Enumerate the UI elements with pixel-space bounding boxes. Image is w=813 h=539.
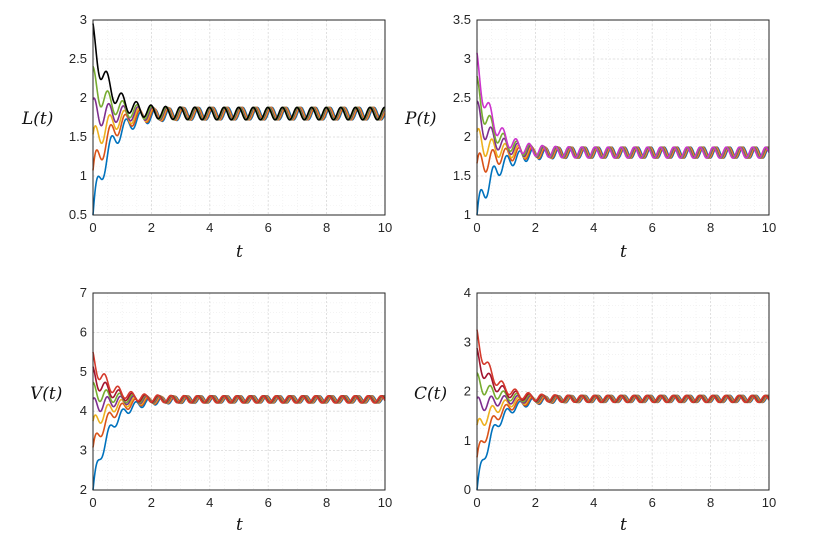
- series-line: [476, 329, 770, 404]
- x-tick-label: 4: [206, 495, 213, 510]
- y-tick-label: 3: [80, 12, 87, 27]
- panel-l: L(t) t 0 2 4 6 8 10 0.5 1 1.5 2 2.5 3: [21, 12, 392, 262]
- y-tick-label: 1.5: [453, 168, 471, 183]
- x-tick-label: 8: [707, 495, 714, 510]
- x-tick-label: 8: [323, 495, 330, 510]
- series-line: [92, 395, 386, 491]
- y-tick-label: 4: [464, 285, 471, 300]
- y-tick-label: 6: [80, 324, 87, 339]
- y-tick-label: 0: [464, 482, 471, 497]
- y-tick-label: 0.5: [69, 207, 87, 222]
- series-line: [92, 395, 386, 448]
- x-tick-label: 0: [89, 495, 96, 510]
- ylabel-c: C(t): [414, 384, 447, 404]
- y-tick-label: 2: [80, 482, 87, 497]
- x-tick-label: 6: [265, 495, 272, 510]
- y-tick-label: 5: [80, 364, 87, 379]
- xlabel-p: t: [620, 242, 627, 262]
- series-line: [92, 23, 386, 121]
- x-tick-label: 2: [148, 220, 155, 235]
- y-tick-label: 1.5: [69, 129, 87, 144]
- x-tick-label: 6: [649, 495, 656, 510]
- y-tick-label: 1: [464, 433, 471, 448]
- y-tick-label: 1: [80, 168, 87, 183]
- series-line: [476, 394, 770, 491]
- y-tick-label: 7: [80, 285, 87, 300]
- y-tick-label: 2.5: [69, 51, 87, 66]
- x-tick-label: 8: [707, 220, 714, 235]
- ylabel-p: P(t): [404, 109, 437, 129]
- y-tick-label: 3: [464, 51, 471, 66]
- x-tick-label: 6: [265, 220, 272, 235]
- y-tick-label: 2.5: [453, 90, 471, 105]
- y-tick-label: 3: [80, 443, 87, 458]
- x-tick-label: 8: [323, 220, 330, 235]
- series-line: [92, 351, 386, 404]
- x-tick-label: 4: [206, 220, 213, 235]
- series-line: [476, 146, 770, 216]
- x-tick-label: 0: [473, 495, 480, 510]
- x-tick-label: 4: [590, 220, 597, 235]
- y-tick-label: 1: [464, 207, 471, 222]
- grid: [92, 292, 386, 491]
- xlabel-c: t: [620, 515, 627, 535]
- xlabel-v: t: [236, 515, 243, 535]
- x-tick-label: 0: [473, 220, 480, 235]
- panel-p: P(t) t 0 2 4 6 8 10 1 1.5 2 2.5 3 3.5: [404, 12, 776, 262]
- series-line: [476, 76, 770, 159]
- grid: [476, 292, 770, 491]
- x-tick-label: 10: [378, 220, 392, 235]
- plot-frame: [476, 19, 770, 216]
- x-tick-label: 0: [89, 220, 96, 235]
- grid: [476, 19, 770, 216]
- plot-frame: [92, 19, 386, 216]
- x-tick-label: 2: [148, 495, 155, 510]
- plot-frame: [92, 292, 386, 491]
- y-tick-label: 2: [464, 384, 471, 399]
- series-line: [476, 52, 770, 159]
- y-tick-label: 2: [464, 129, 471, 144]
- x-tick-label: 6: [649, 220, 656, 235]
- x-tick-label: 10: [762, 495, 776, 510]
- x-tick-label: 10: [378, 495, 392, 510]
- ylabel-l: L(t): [21, 109, 53, 129]
- x-tick-label: 10: [762, 220, 776, 235]
- panel-c: C(t) t 0 2 4 6 8 10 0 1 2 3 4: [414, 285, 776, 535]
- y-tick-label: 3: [464, 334, 471, 349]
- plot-frame: [476, 292, 770, 491]
- x-tick-label: 2: [532, 495, 539, 510]
- ylabel-v: V(t): [30, 384, 62, 404]
- y-tick-label: 4: [80, 403, 87, 418]
- y-tick-label: 3.5: [453, 12, 471, 27]
- y-tick-label: 2: [80, 90, 87, 105]
- x-tick-label: 4: [590, 495, 597, 510]
- xlabel-l: t: [236, 242, 243, 262]
- x-tick-label: 2: [532, 220, 539, 235]
